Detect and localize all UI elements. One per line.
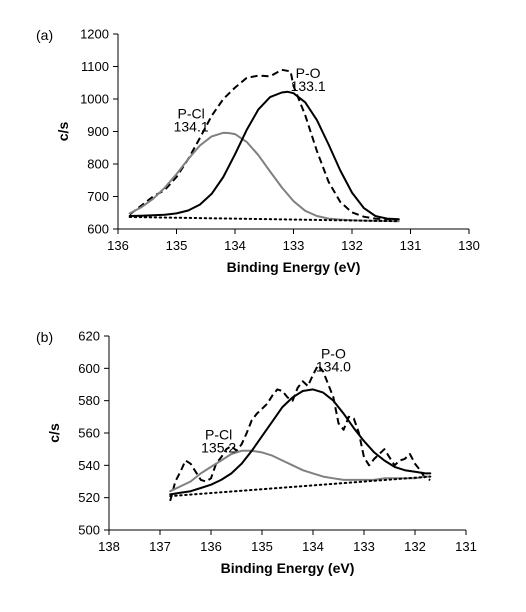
x-tick-label: 134	[302, 539, 324, 554]
peak-annotation: 134.0	[316, 359, 351, 375]
series-line-p-o	[169, 388, 432, 496]
series-line-p-o	[128, 90, 400, 221]
y-tick-label: 520	[78, 490, 100, 505]
x-tick-label: 136	[107, 238, 129, 253]
peak-annotation: 133.1	[291, 78, 326, 94]
x-ticks-a: 136 135 134 133 132 131 130	[107, 229, 480, 253]
y-tick-label: 900	[87, 124, 109, 139]
series-a	[128, 68, 400, 223]
series-line-background	[169, 475, 432, 498]
series-line-envelope	[129, 68, 399, 222]
y-tick-label: 1200	[80, 27, 109, 42]
x-tick-label: 130	[458, 238, 480, 253]
axes-b	[108, 336, 466, 531]
x-tick-label: 133	[353, 539, 375, 554]
y-tick-label: 600	[87, 222, 109, 237]
x-axis-label-b: Binding Energy (eV)	[221, 560, 355, 576]
y-ticks-a: 600 700 800 900 1000 1100 1200	[80, 27, 118, 237]
series-line-background	[128, 216, 400, 223]
x-tick-label: 133	[283, 238, 305, 253]
peak-annotation: 134.1	[174, 119, 209, 135]
peak-annotation: P-Cl	[178, 106, 205, 122]
x-tick-label: 132	[404, 539, 426, 554]
peak-annotation: P-Cl	[205, 426, 232, 442]
y-tick-label: 1000	[80, 92, 109, 107]
y-tick-label: 500	[78, 523, 100, 538]
peak-annotation: 135.2	[201, 439, 236, 455]
x-ticks-b: 138 137 136 135 134 133 132 131	[98, 530, 477, 554]
x-tick-label: 135	[251, 539, 273, 554]
series-line-p-cl	[169, 449, 432, 493]
panel-label-b: (b)	[36, 329, 53, 345]
x-axis-label-a: Binding Energy (eV)	[227, 259, 361, 275]
y-tick-label: 560	[78, 426, 100, 441]
y-tick-label: 700	[87, 189, 109, 204]
x-tick-label: 131	[455, 539, 477, 554]
x-tick-label: 131	[400, 238, 422, 253]
y-tick-label: 580	[78, 393, 100, 408]
y-tick-label: 800	[87, 157, 109, 172]
x-tick-label: 138	[98, 539, 120, 554]
x-tick-label: 135	[166, 238, 188, 253]
x-tick-label: 132	[341, 238, 363, 253]
y-ticks-b: 500 520 540 560 580 600 620	[78, 329, 109, 538]
peak-annotation: P-O	[321, 346, 346, 362]
series-b	[169, 364, 432, 502]
y-tick-label: 620	[78, 329, 100, 344]
series-line-p-cl	[128, 131, 400, 223]
x-tick-label: 137	[149, 539, 171, 554]
y-axis-label-a: c/s	[55, 122, 71, 142]
y-axis-label-b: c/s	[46, 423, 62, 443]
y-tick-label: 1100	[81, 59, 109, 74]
y-tick-label: 600	[78, 361, 100, 376]
y-tick-label: 540	[78, 458, 100, 473]
panel-label-a: (a)	[36, 27, 53, 43]
x-tick-label: 136	[200, 539, 222, 554]
peak-annotation: P-O	[296, 65, 321, 81]
x-tick-label: 134	[224, 238, 246, 253]
